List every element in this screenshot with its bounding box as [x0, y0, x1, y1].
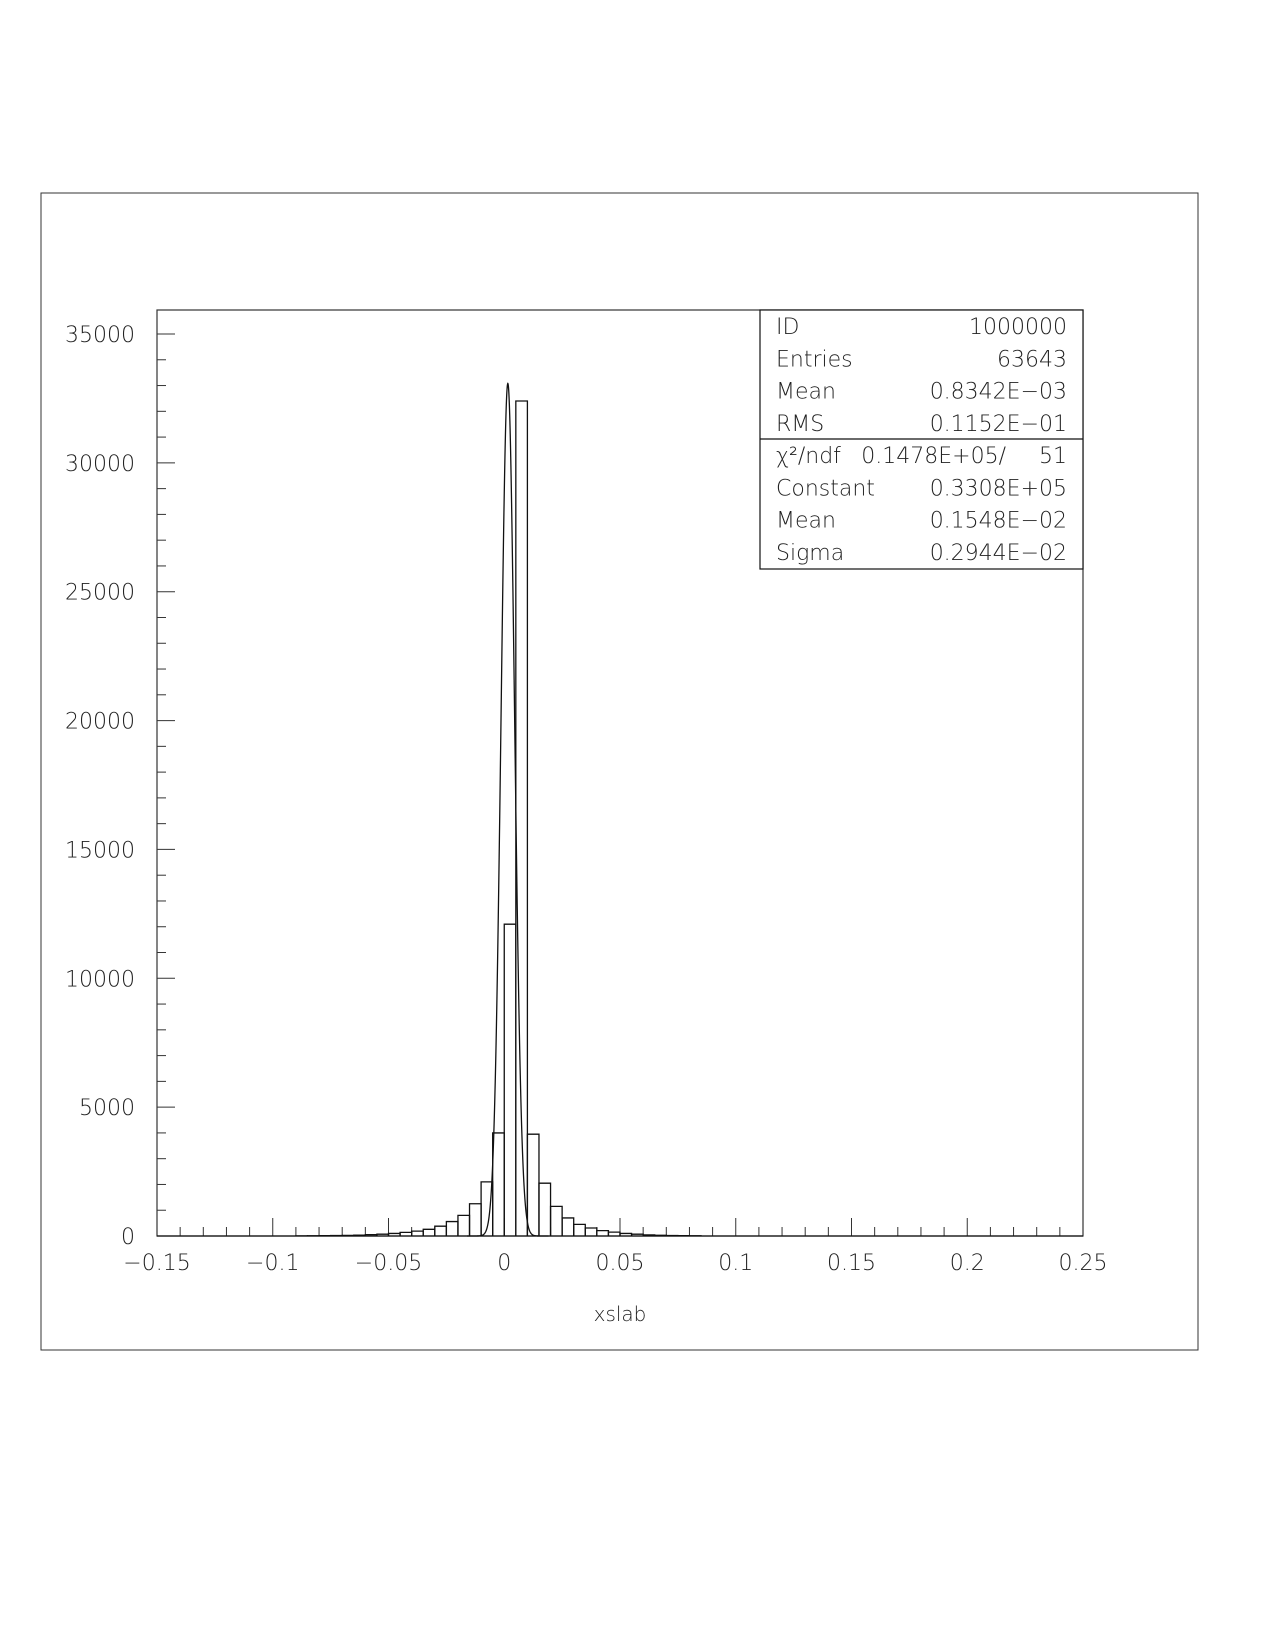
histogram-bin — [468, 1203, 482, 1236]
histogram-bin — [596, 1229, 610, 1236]
x-tick-label: 0.2 — [950, 1251, 985, 1276]
fit-ndf: 51 — [1039, 444, 1067, 469]
x-tick-label: 0 — [497, 1251, 511, 1276]
histogram-bin — [411, 1230, 424, 1236]
stats-value: 0.8342E−03 — [930, 380, 1067, 405]
fit-label: Mean — [776, 509, 836, 534]
y-tick-label: 5000 — [79, 1096, 135, 1121]
y-tick-label: 10000 — [65, 967, 135, 992]
fit-label: Constant — [776, 476, 875, 501]
histogram-bin — [434, 1225, 448, 1236]
x-tick-label: 0.15 — [827, 1251, 876, 1276]
histogram-bin — [573, 1223, 586, 1236]
histogram-bin — [549, 1205, 563, 1236]
stats-label: ID — [776, 315, 799, 340]
y-tick-label: 20000 — [65, 710, 135, 735]
histogram-bin — [538, 1182, 552, 1236]
stats-value: 0.1152E−01 — [930, 412, 1067, 437]
histogram-bin — [526, 1133, 540, 1236]
fit-value: 0.3308E+05 — [930, 476, 1067, 501]
y-tick-label: 30000 — [65, 452, 135, 477]
histogram-bin — [492, 1132, 505, 1236]
y-axis: 0 5000 10000 15000 20000 25000 30000 35000 — [65, 323, 175, 1250]
x-tick-label: 0.25 — [1059, 1251, 1108, 1276]
x-axis-label: xslab — [594, 1302, 647, 1326]
y-tick-label: 35000 — [65, 323, 135, 348]
histogram-bin — [584, 1227, 598, 1236]
y-tick-label: 15000 — [65, 838, 135, 863]
stats-label: Entries — [776, 347, 853, 372]
x-tick-label: 0.05 — [596, 1251, 645, 1276]
histogram-bin — [503, 923, 517, 1236]
x-axis: −0.15 −0.1 −0.05 0 0.05 0.1 0.15 0.2 0.25 — [123, 1218, 1107, 1276]
stats-value: 1000000 — [969, 315, 1067, 340]
outer-frame — [40, 192, 1199, 1351]
y-tick-label: 0 — [121, 1225, 135, 1250]
stats-label: Mean — [776, 380, 836, 405]
histogram-bin — [457, 1214, 471, 1236]
x-tick-label: 0.1 — [718, 1251, 753, 1276]
fit-value: 0.2944E−02 — [930, 541, 1067, 566]
fit-label: Sigma — [776, 541, 844, 566]
x-tick-label: −0.1 — [246, 1251, 299, 1276]
x-tick-label: −0.15 — [123, 1251, 190, 1276]
gaussian-fit-curve — [466, 382, 549, 1237]
fit-value: 0.1478E+05/ — [861, 444, 1006, 469]
y-tick-label: 25000 — [65, 581, 135, 606]
fit-value: 0.1548E−02 — [930, 509, 1067, 534]
stats-box: ID 1000000 Entries 63643 Mean 0.8342E−03 RMS 0.… — [759, 309, 1084, 570]
histogram-bins — [157, 400, 1083, 1237]
x-tick-label: −0.05 — [355, 1251, 422, 1276]
fit-label: χ²/ndf — [776, 444, 841, 469]
stats-value: 63643 — [997, 347, 1067, 372]
histogram-bin — [445, 1220, 459, 1236]
stats-label: RMS — [776, 412, 824, 437]
histogram-bin — [422, 1228, 436, 1236]
histogram-bin — [561, 1217, 575, 1236]
